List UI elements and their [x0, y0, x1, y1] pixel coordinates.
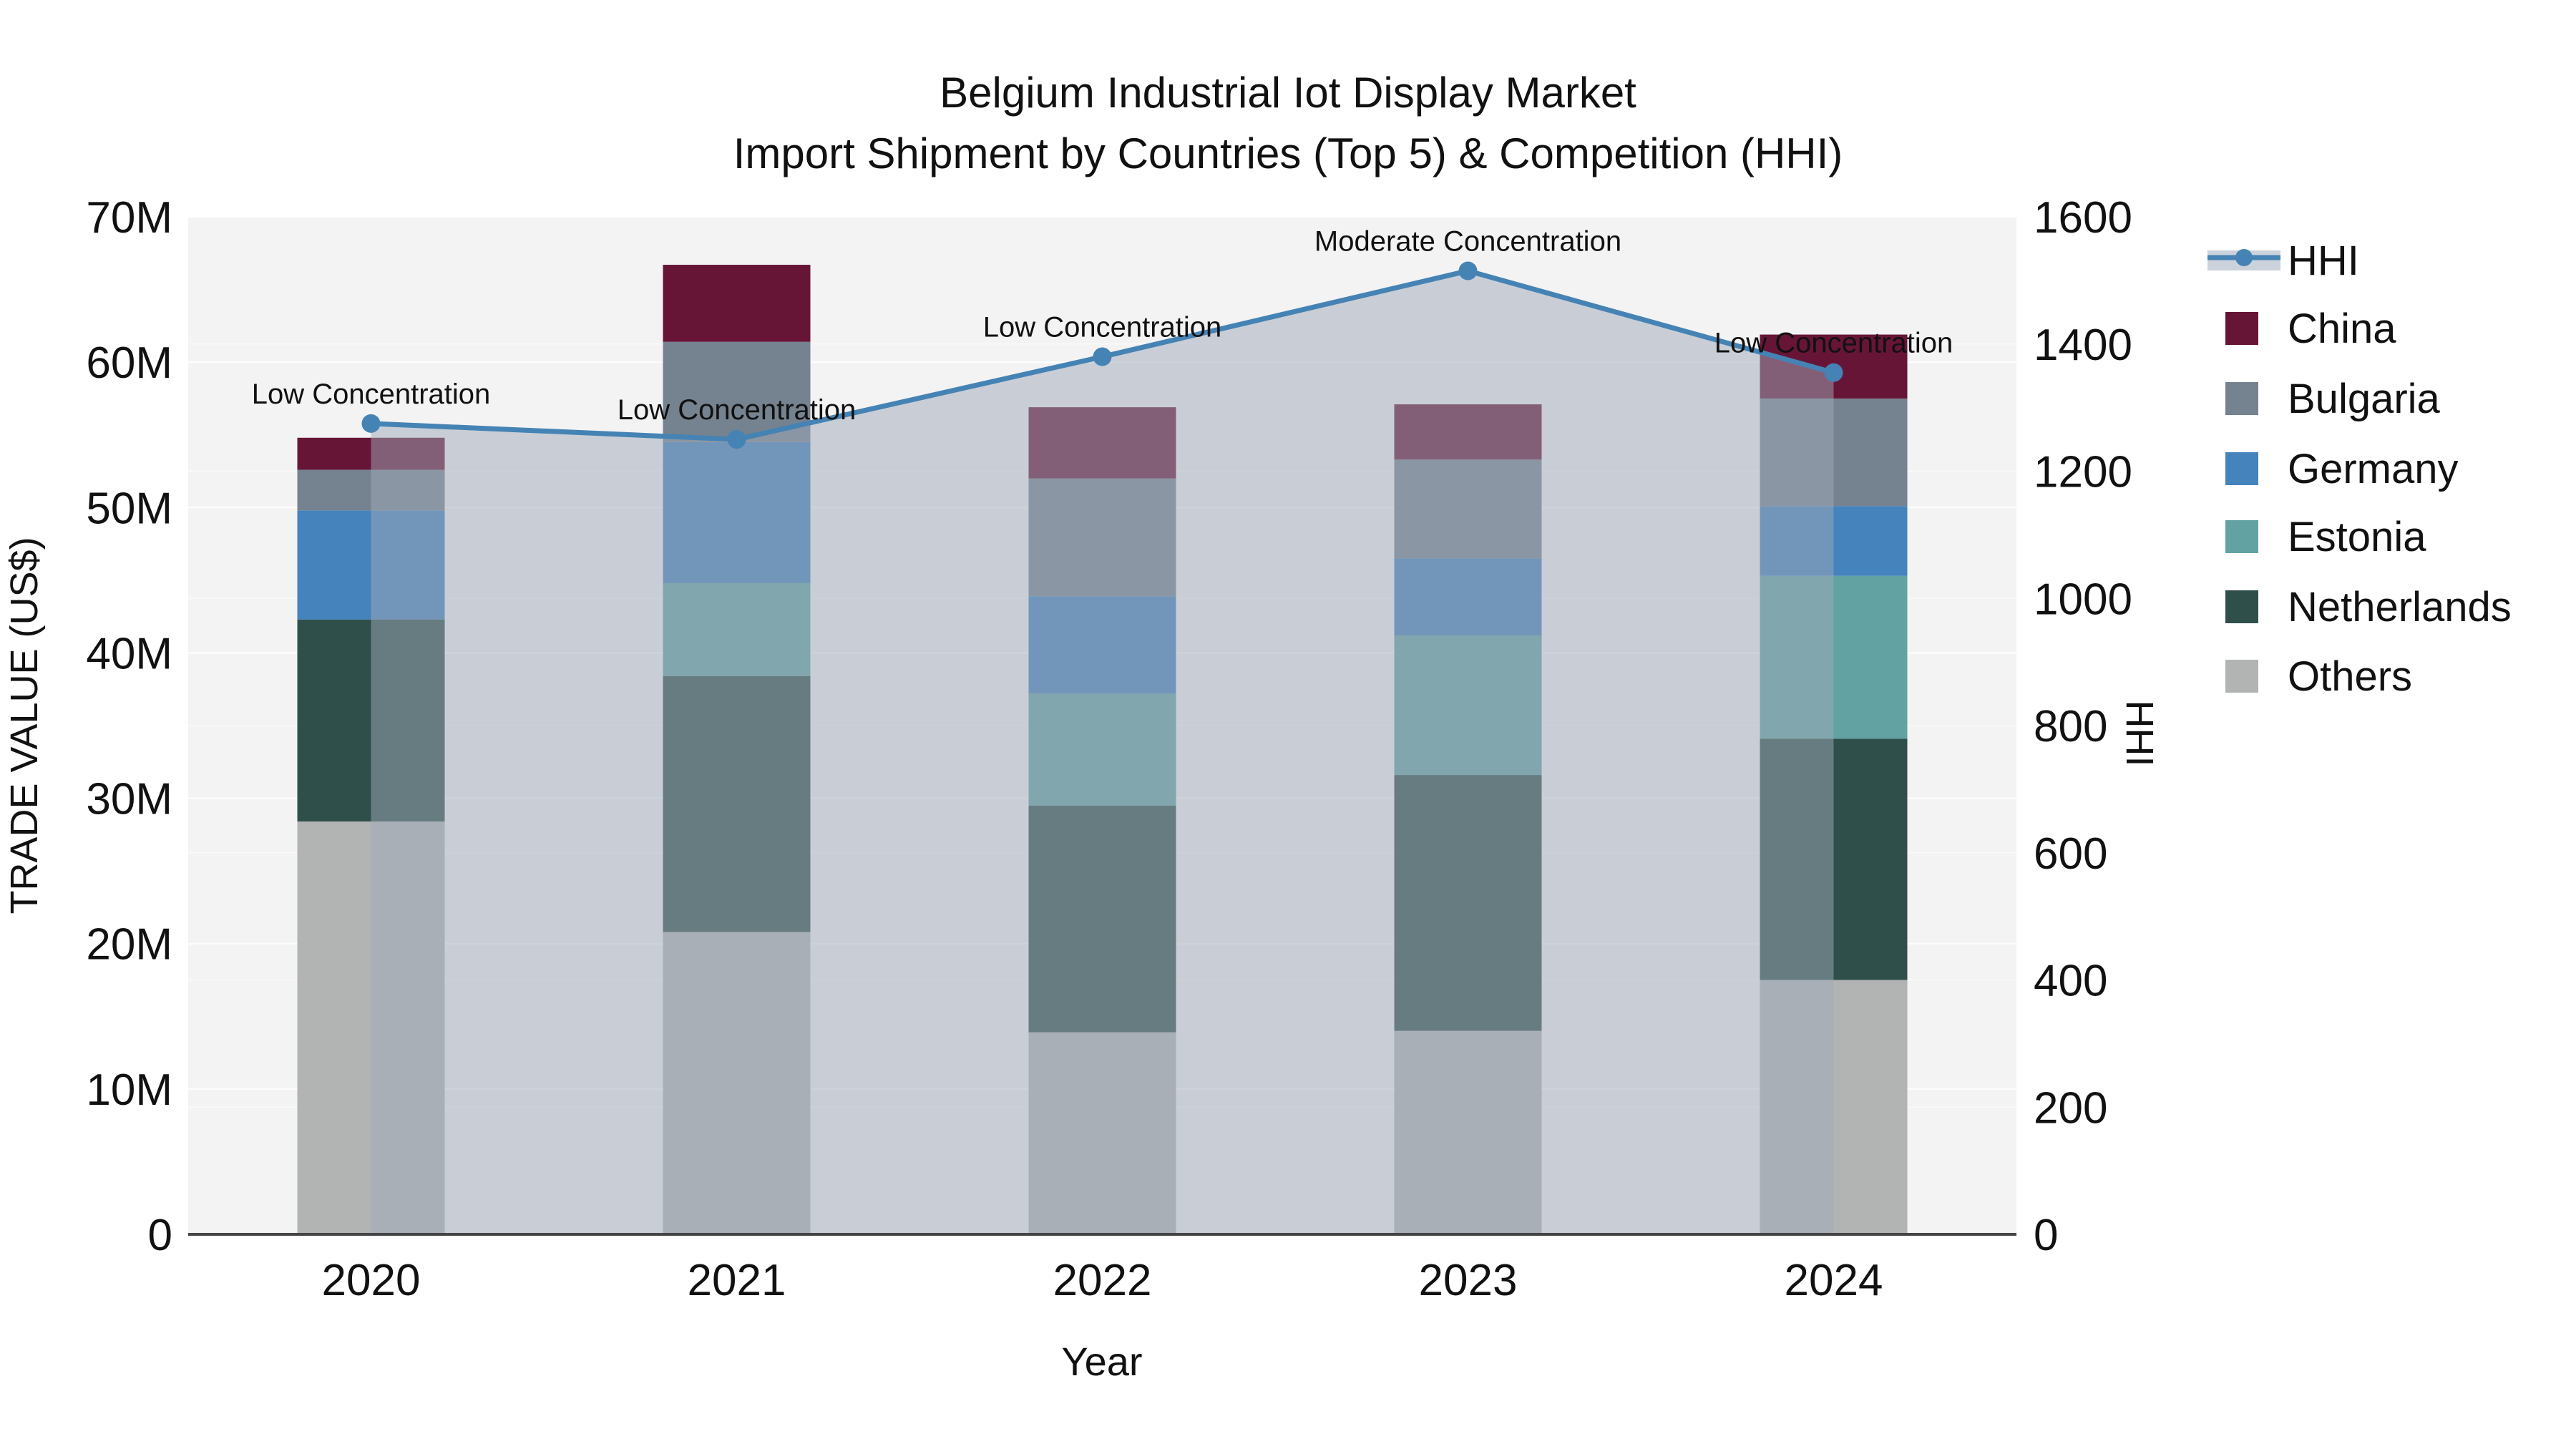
bar-segment-2021-china[interactable]: [663, 265, 811, 342]
y-right-tick-600: 600: [2034, 829, 2107, 879]
legend-item-bulgaria[interactable]: Bulgaria: [2225, 376, 2441, 422]
legend-hhi-marker: [2235, 249, 2253, 266]
annotation-2022: Low Concentration: [983, 312, 1222, 343]
hhi-point-2020[interactable]: [361, 414, 381, 433]
y-right-tick-1200: 1200: [2034, 448, 2132, 497]
hhi-point-2024[interactable]: [1824, 363, 1843, 382]
legend-item-others[interactable]: Others: [2225, 653, 2412, 700]
y-left-tick-30M: 30M: [86, 775, 172, 824]
legend-item-netherlands[interactable]: Netherlands: [2225, 584, 2512, 630]
annotation-2024: Low Concentration: [1714, 328, 1953, 359]
y-right-tick-0: 0: [2034, 1211, 2058, 1260]
x-tick-2021: 2021: [688, 1256, 786, 1305]
legend-label-hhi: HHI: [2288, 238, 2359, 284]
legend-swatch-netherlands: [2225, 590, 2258, 623]
y-right-tick-1600: 1600: [2034, 193, 2132, 243]
legend-label-germany: Germany: [2288, 446, 2459, 492]
legend-item-china[interactable]: China: [2225, 306, 2396, 352]
x-tick-2022: 2022: [1053, 1256, 1152, 1305]
y-left-tick-60M: 60M: [86, 338, 172, 388]
legend-item-hhi[interactable]: HHI: [2207, 238, 2359, 284]
y-right-tick-1000: 1000: [2034, 575, 2132, 624]
legend-label-bulgaria: Bulgaria: [2288, 376, 2441, 422]
hhi-point-2021[interactable]: [727, 430, 746, 449]
legend-swatch-china: [2225, 312, 2258, 345]
legend-swatch-others: [2225, 660, 2258, 693]
hhi-point-2023[interactable]: [1458, 261, 1478, 280]
legend-label-china: China: [2288, 306, 2396, 352]
legend-swatch-germany: [2225, 452, 2258, 485]
x-tick-2023: 2023: [1419, 1256, 1518, 1305]
chart-title-line2: Import Shipment by Countries (Top 5) & C…: [733, 130, 1843, 177]
bar-segment-2021-bulgaria[interactable]: [663, 341, 811, 442]
legend-label-estonia: Estonia: [2288, 514, 2426, 560]
x-tick-2020: 2020: [322, 1256, 421, 1305]
y-left-axis-title: TRADE VALUE (US$): [3, 537, 46, 914]
y-left-tick-10M: 10M: [86, 1065, 172, 1115]
hhi-point-2022[interactable]: [1093, 347, 1112, 366]
y-right-axis-title: HHI: [2118, 701, 2161, 767]
legend-label-netherlands: Netherlands: [2288, 584, 2512, 630]
y-left-tick-40M: 40M: [86, 629, 172, 678]
y-right-tick-200: 200: [2034, 1083, 2107, 1133]
y-right-tick-1400: 1400: [2034, 321, 2132, 370]
legend-item-estonia[interactable]: Estonia: [2225, 514, 2426, 560]
x-tick-2024: 2024: [1785, 1256, 1883, 1305]
y-left-tick-70M: 70M: [86, 193, 172, 243]
annotation-2021: Low Concentration: [618, 394, 857, 426]
y-left-tick-0: 0: [148, 1211, 172, 1260]
legend-swatch-bulgaria: [2225, 382, 2258, 415]
legend-item-germany[interactable]: Germany: [2225, 446, 2459, 492]
annotation-2023: Moderate Concentration: [1314, 226, 1621, 258]
y-left-tick-20M: 20M: [86, 920, 172, 970]
x-axis-title: Year: [1061, 1339, 1142, 1384]
annotation-2020: Low Concentration: [252, 379, 491, 410]
y-right-tick-400: 400: [2034, 957, 2107, 1006]
hhi-area-fill: [371, 270, 1834, 1235]
y-right-tick-800: 800: [2034, 702, 2107, 751]
legend-label-others: Others: [2288, 653, 2412, 700]
legend-swatch-estonia: [2225, 520, 2258, 553]
chart-title-line1: Belgium Industrial Iot Display Market: [940, 69, 1636, 117]
y-left-tick-50M: 50M: [86, 484, 172, 533]
